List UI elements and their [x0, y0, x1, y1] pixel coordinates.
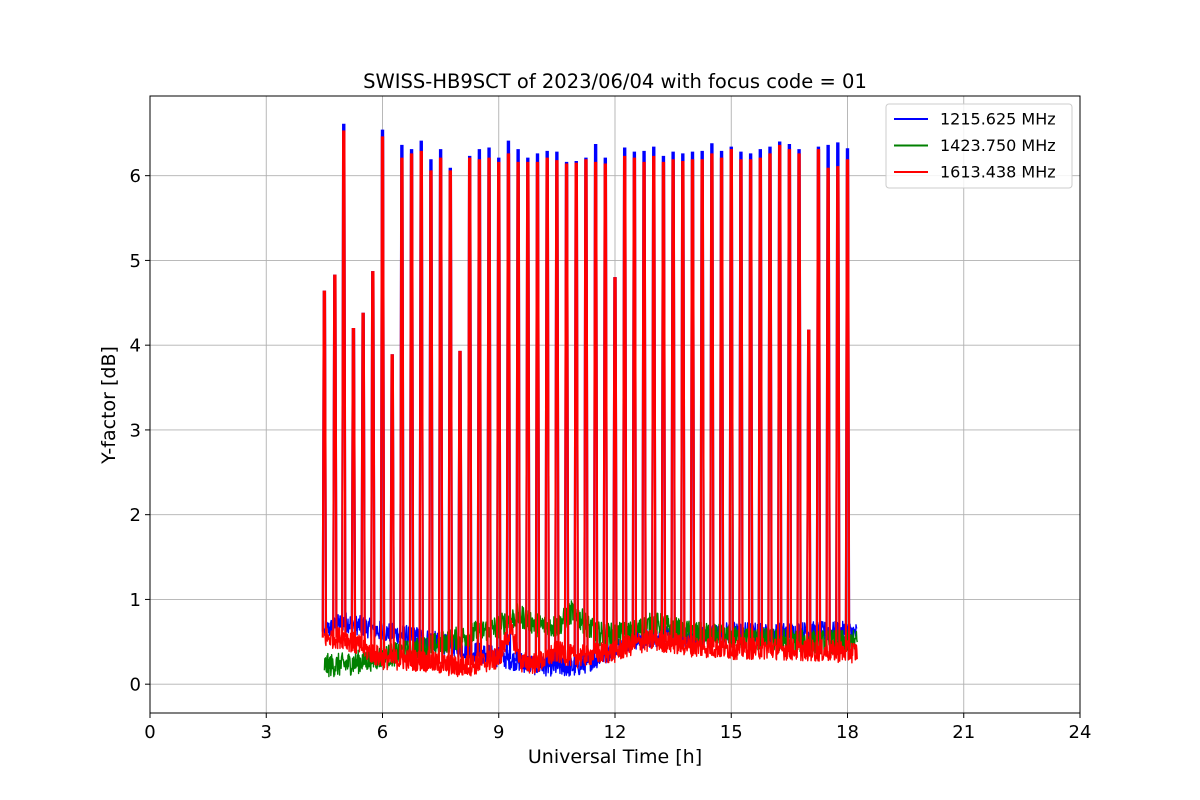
y-tick-label: 3	[130, 420, 141, 441]
x-tick-label: 6	[377, 722, 388, 743]
spike-mark	[476, 159, 483, 663]
spike-mark	[728, 149, 734, 649]
series-3-group	[321, 130, 858, 678]
x-tick-label: 3	[261, 722, 272, 743]
x-tick-label: 21	[952, 722, 975, 743]
legend-label: 1215.625 MHz	[940, 110, 1056, 129]
x-tick-label: 24	[1069, 722, 1092, 743]
spike-mark	[321, 290, 328, 638]
spike-mark	[554, 160, 560, 652]
spike-mark	[699, 159, 705, 647]
spike-mark	[341, 130, 347, 638]
spike-mark	[332, 274, 338, 638]
x-axis-label: Universal Time [h]	[528, 746, 702, 768]
spike-mark	[631, 157, 638, 644]
spike-mark	[776, 144, 783, 650]
spike-mark	[641, 161, 647, 642]
spike-mark	[602, 163, 609, 653]
x-tick-label: 9	[493, 722, 504, 743]
y-tick-label: 4	[130, 336, 141, 357]
spike-mark	[796, 153, 802, 650]
spike-mark	[563, 163, 570, 655]
series-layer	[321, 123, 858, 678]
spike-mark	[408, 153, 415, 661]
spike-mark	[457, 350, 463, 668]
spike-mark	[718, 157, 725, 648]
spike-mark	[544, 157, 550, 658]
spike-mark	[573, 162, 579, 658]
spike-mark	[360, 312, 366, 649]
spike-mark	[466, 157, 473, 666]
spike-mark	[738, 159, 744, 649]
spike-mark	[418, 150, 424, 661]
legend: 1215.625 MHz 1423.750 MHz 1613.438 MHz	[885, 103, 1073, 189]
y-tick-label: 5	[130, 251, 141, 272]
y-tick-label: 6	[130, 166, 141, 187]
spike-mark	[767, 153, 773, 649]
spike-mark	[399, 157, 405, 660]
spike-mark	[709, 153, 715, 648]
x-tick-label: 0	[144, 722, 155, 743]
spike-mark	[486, 157, 492, 661]
spike-mark	[621, 155, 628, 648]
spike-mark	[496, 161, 502, 659]
spike-mark	[651, 155, 657, 641]
y-tick-label: 0	[130, 675, 141, 696]
spike-mark	[389, 354, 395, 660]
x-tick-label: 18	[836, 722, 859, 743]
spike-mark	[680, 161, 686, 645]
spike-mark	[835, 166, 841, 652]
spike-mark	[689, 159, 696, 647]
spike-mark	[525, 161, 531, 663]
spike-mark	[806, 329, 812, 651]
spike-mark	[670, 159, 676, 644]
spike-mark	[437, 157, 444, 664]
spike-mark	[786, 149, 793, 650]
x-tick-label: 12	[604, 722, 627, 743]
spike-mark	[534, 161, 541, 663]
y-tick-label: 1	[130, 590, 141, 611]
spike-mark	[515, 161, 521, 652]
x-tick-label: 15	[720, 722, 743, 743]
y-axis-label: Y-factor [dB]	[98, 346, 120, 465]
spike-mark	[592, 161, 599, 654]
spike-mark	[447, 170, 454, 666]
spike-mark	[370, 271, 376, 654]
spike-mark	[350, 327, 357, 643]
spike-mark	[660, 161, 667, 642]
spike-mark	[379, 136, 386, 659]
spike-mark	[583, 159, 589, 656]
chart-title: SWISS-HB9SCT of 2023/06/04 with focus co…	[363, 70, 867, 93]
spike-mark	[844, 159, 851, 652]
legend-label: 1423.750 MHz	[940, 136, 1056, 155]
spike-mark	[757, 157, 764, 649]
y-tick-label: 2	[130, 505, 141, 526]
legend-box	[885, 103, 1073, 189]
spike-mark	[428, 170, 434, 663]
spike-mark	[825, 167, 831, 652]
spike-mark	[747, 159, 754, 649]
spike-mark	[505, 153, 512, 635]
spike-mark	[815, 149, 822, 651]
legend-label: 1613.438 MHz	[940, 163, 1056, 182]
spike-mark	[612, 277, 618, 652]
